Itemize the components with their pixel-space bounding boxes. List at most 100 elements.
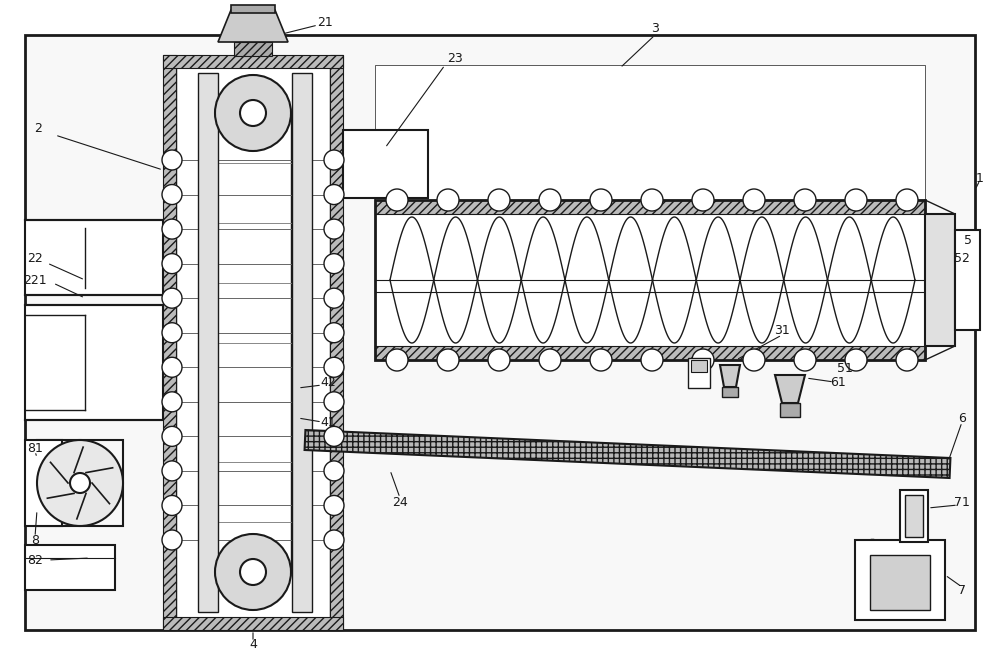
Circle shape — [590, 349, 612, 371]
Circle shape — [215, 75, 291, 151]
Circle shape — [539, 189, 561, 211]
Circle shape — [215, 534, 291, 610]
Bar — [25, 220, 163, 295]
Circle shape — [692, 349, 714, 371]
Bar — [163, 55, 176, 630]
Circle shape — [743, 349, 765, 371]
Text: 24: 24 — [392, 495, 408, 509]
Text: 7: 7 — [958, 583, 966, 597]
Circle shape — [845, 189, 867, 211]
Circle shape — [488, 349, 510, 371]
Circle shape — [641, 349, 663, 371]
Text: 5: 5 — [964, 233, 972, 247]
Text: 71: 71 — [954, 495, 970, 509]
Bar — [163, 617, 343, 630]
Circle shape — [162, 426, 182, 446]
Bar — [900, 490, 928, 542]
Circle shape — [162, 150, 182, 170]
Text: 21: 21 — [317, 15, 333, 29]
Circle shape — [845, 349, 867, 371]
Circle shape — [324, 288, 344, 308]
Bar — [234, 42, 272, 56]
Text: 22: 22 — [27, 251, 43, 265]
Circle shape — [324, 323, 344, 342]
Bar — [292, 73, 312, 612]
Circle shape — [70, 473, 90, 493]
Bar — [780, 403, 800, 417]
Circle shape — [324, 150, 344, 170]
Text: 221: 221 — [23, 273, 47, 287]
Bar — [688, 358, 710, 388]
Text: 61: 61 — [830, 376, 846, 388]
Circle shape — [324, 461, 344, 481]
Bar — [375, 65, 925, 200]
Circle shape — [162, 323, 182, 342]
Circle shape — [437, 189, 459, 211]
Circle shape — [794, 189, 816, 211]
Bar — [343, 130, 428, 198]
Polygon shape — [720, 365, 740, 387]
Bar — [855, 540, 945, 620]
Bar — [905, 495, 923, 537]
Circle shape — [692, 189, 714, 211]
Text: 41: 41 — [320, 416, 336, 428]
Text: 3: 3 — [651, 21, 659, 35]
Bar — [25, 440, 62, 526]
Bar — [722, 387, 738, 397]
Bar — [25, 545, 115, 590]
Bar — [375, 200, 925, 214]
Bar — [231, 5, 275, 13]
Circle shape — [641, 189, 663, 211]
Bar — [163, 55, 343, 68]
Circle shape — [386, 189, 408, 211]
Circle shape — [324, 357, 344, 377]
Text: 6: 6 — [958, 412, 966, 424]
Text: 23: 23 — [447, 51, 463, 65]
Circle shape — [590, 189, 612, 211]
Bar — [870, 555, 930, 610]
Circle shape — [488, 189, 510, 211]
Circle shape — [324, 392, 344, 412]
Bar — [330, 55, 343, 630]
Text: 2: 2 — [34, 122, 42, 134]
Bar — [176, 68, 330, 617]
Text: 82: 82 — [27, 553, 43, 567]
Circle shape — [539, 349, 561, 371]
Polygon shape — [775, 375, 805, 403]
Bar — [955, 230, 980, 330]
Bar — [691, 360, 707, 372]
Circle shape — [162, 495, 182, 515]
Text: 52: 52 — [954, 251, 970, 265]
Circle shape — [794, 349, 816, 371]
Circle shape — [324, 530, 344, 550]
Circle shape — [162, 288, 182, 308]
Circle shape — [37, 440, 123, 526]
Circle shape — [162, 219, 182, 239]
Bar — [375, 346, 925, 360]
Text: 51: 51 — [837, 362, 853, 374]
Bar — [25, 305, 163, 420]
Bar — [25, 35, 975, 630]
Circle shape — [162, 185, 182, 205]
Circle shape — [437, 349, 459, 371]
Circle shape — [162, 253, 182, 273]
Text: 81: 81 — [27, 442, 43, 454]
Polygon shape — [218, 10, 288, 42]
Circle shape — [324, 426, 344, 446]
Circle shape — [240, 100, 266, 126]
Circle shape — [162, 392, 182, 412]
Circle shape — [162, 530, 182, 550]
Circle shape — [240, 559, 266, 585]
Bar — [375, 214, 925, 346]
Circle shape — [743, 189, 765, 211]
Circle shape — [162, 461, 182, 481]
Circle shape — [324, 495, 344, 515]
Circle shape — [896, 349, 918, 371]
Text: 31: 31 — [774, 323, 790, 336]
Bar — [925, 214, 955, 346]
Bar — [375, 200, 925, 360]
Polygon shape — [305, 430, 950, 478]
Circle shape — [324, 219, 344, 239]
Circle shape — [896, 189, 918, 211]
Text: 1: 1 — [976, 172, 984, 184]
